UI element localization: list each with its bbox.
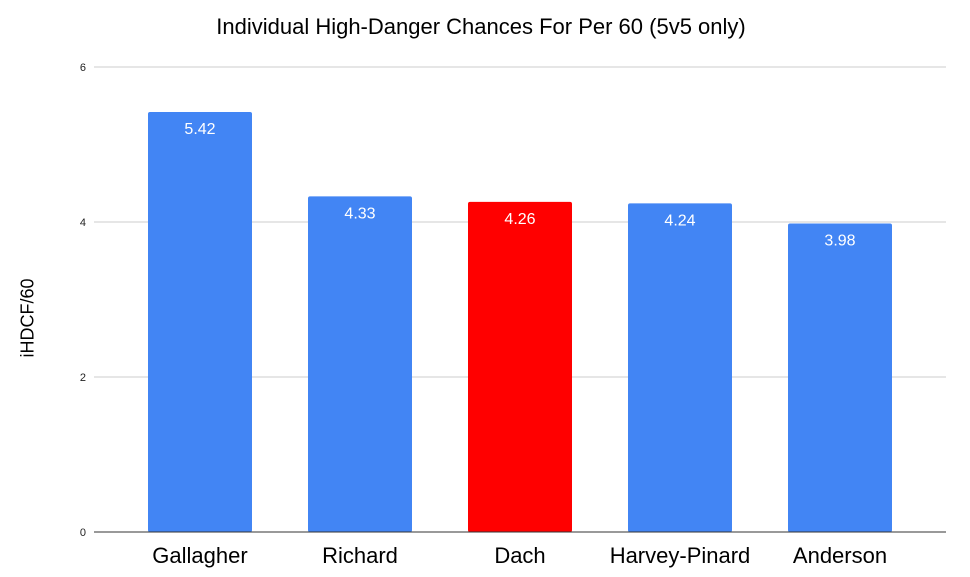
x-tick-label: Harvey-Pinard bbox=[610, 543, 751, 568]
data-label: 4.26 bbox=[504, 211, 535, 228]
labels: 0 2 4 6 5.42 Gallagher 4.33 Richard 4.26 Dach 4.24… bbox=[80, 62, 887, 568]
y-tick-label: 4 bbox=[80, 217, 86, 229]
data-label: 4.33 bbox=[344, 205, 375, 222]
data-label: 5.42 bbox=[184, 121, 215, 138]
chart-title: Individual High-Danger Chances For Per 6… bbox=[216, 14, 746, 39]
data-label: 3.98 bbox=[824, 233, 855, 250]
x-tick-label: Richard bbox=[322, 543, 398, 568]
bar-richard bbox=[308, 196, 412, 533]
data-label: 4.24 bbox=[664, 212, 695, 229]
y-tick-label: 0 bbox=[80, 527, 86, 539]
y-tick-label: 2 bbox=[80, 372, 86, 384]
bar-harvey-pinard bbox=[628, 203, 732, 532]
bar-anderson bbox=[788, 223, 892, 533]
x-tick-label: Gallagher bbox=[152, 543, 247, 568]
bars bbox=[148, 111, 892, 533]
x-tick-label: Dach bbox=[494, 543, 545, 568]
bar-gallagher bbox=[148, 111, 252, 532]
bar-dach bbox=[468, 201, 572, 532]
x-tick-label: Anderson bbox=[793, 543, 887, 568]
y-tick-label: 6 bbox=[80, 62, 86, 74]
